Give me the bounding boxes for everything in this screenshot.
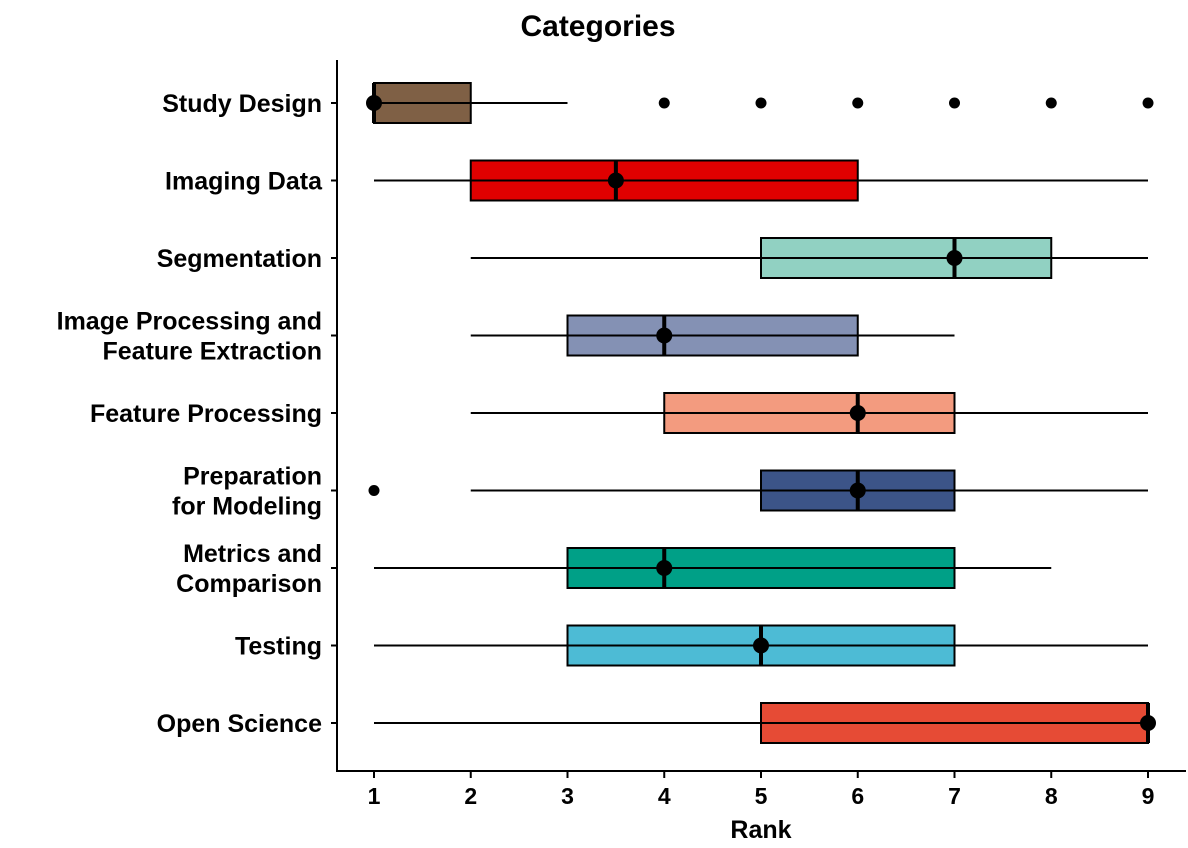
- category-label-line: Metrics and: [183, 540, 322, 568]
- box-group-image-processing-and-feature-extraction: [470, 314, 955, 357]
- outlier-point-study-design-0: [658, 97, 670, 109]
- box-group-preparation-for-modeling: [368, 469, 1148, 512]
- box-group-study-design: [366, 82, 1154, 124]
- x-tick-label-7: 7: [948, 783, 961, 809]
- category-label-line: Imaging Data: [165, 168, 323, 196]
- box-group-testing: [374, 624, 1148, 667]
- x-tick-label-5: 5: [755, 783, 768, 809]
- outlier-point-study-design-1: [755, 97, 767, 109]
- category-label-preparation-for-modeling: Preparation for Modeling: [172, 463, 322, 521]
- category-label-line: Comparison: [176, 570, 322, 598]
- category-label-line: Open Science: [157, 710, 322, 738]
- category-label-line: Study Design: [162, 90, 322, 118]
- boxes-layer: [366, 82, 1156, 744]
- category-label-feature-processing: Feature Processing: [90, 400, 322, 428]
- category-label-imaging-data: Imaging Data: [165, 168, 323, 196]
- category-label-line: Feature Processing: [90, 400, 322, 428]
- x-tick-label-6: 6: [851, 783, 864, 809]
- box-group-segmentation: [470, 237, 1148, 279]
- mean-point-open-science: [1140, 715, 1156, 731]
- box-group-imaging-data: [374, 159, 1148, 202]
- category-label-metrics-and-comparison: Metrics and Comparison: [176, 540, 322, 598]
- category-label-line: Testing: [235, 633, 322, 661]
- box-group-open-science: [374, 702, 1156, 744]
- category-label-image-processing-and-feature-extraction: Image Processing and Feature Extraction: [57, 308, 322, 366]
- category-label-testing: Testing: [235, 633, 322, 661]
- x-tick-label-4: 4: [658, 783, 671, 809]
- mean-point-imaging-data: [607, 172, 624, 189]
- category-label-segmentation: Segmentation: [157, 245, 322, 273]
- category-label-line: Image Processing and: [57, 308, 322, 336]
- outlier-point-study-design-4: [1045, 97, 1057, 109]
- mean-point-study-design: [366, 95, 382, 111]
- x-tick-label-2: 2: [464, 783, 477, 809]
- mean-point-metrics-and-comparison: [656, 560, 673, 576]
- category-label-study-design: Study Design: [162, 90, 322, 118]
- category-label-line: Segmentation: [157, 245, 322, 273]
- x-tick-label-9: 9: [1142, 783, 1155, 809]
- category-label-line: Preparation: [183, 463, 322, 491]
- mean-point-feature-processing: [849, 405, 866, 421]
- category-label-open-science: Open Science: [157, 710, 322, 738]
- mean-point-image-processing-and-feature-extraction: [656, 327, 673, 344]
- x-axis-title: Rank: [730, 816, 791, 843]
- mean-point-testing: [753, 637, 769, 654]
- axes-layer: Study Design Imaging Data Segmentation Imag…: [57, 60, 1186, 809]
- outlier-point-study-design-3: [949, 97, 960, 109]
- mean-point-segmentation: [946, 250, 963, 266]
- category-label-line: for Modeling: [172, 493, 322, 521]
- chart-title: Categories: [520, 10, 675, 43]
- outlier-point-study-design-2: [852, 97, 864, 109]
- x-tick-label-8: 8: [1045, 783, 1058, 809]
- outlier-point-study-design-5: [1142, 97, 1154, 109]
- box-group-metrics-and-comparison: [374, 547, 1052, 589]
- x-tick-label-3: 3: [561, 783, 574, 809]
- category-label-line: Feature Extraction: [102, 338, 322, 366]
- box-group-feature-processing: [470, 392, 1148, 434]
- mean-point-preparation-for-modeling: [849, 482, 866, 499]
- x-tick-label-1: 1: [368, 783, 381, 809]
- outlier-point-preparation-for-modeling-0: [368, 485, 380, 496]
